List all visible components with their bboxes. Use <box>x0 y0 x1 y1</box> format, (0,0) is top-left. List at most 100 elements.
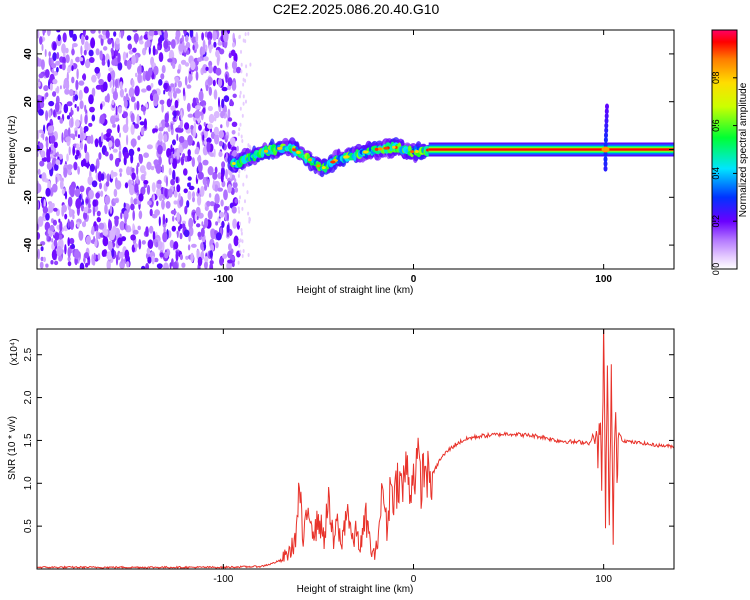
heatmap-noise-cell <box>99 182 102 190</box>
heatmap-noise-cell <box>220 199 224 207</box>
heatmap-noise-cell <box>210 244 215 252</box>
heatmap-noise-cell <box>118 31 121 38</box>
heatmap-noise-cell <box>239 94 241 99</box>
heatmap-noise-cell <box>175 88 181 94</box>
heatmap-noise-cell <box>159 252 164 258</box>
heatmap-noise-cell <box>124 216 127 224</box>
spectrogram-x-axis: -100 0 100 <box>213 30 612 285</box>
heatmap-noise-cell <box>244 199 246 204</box>
heatmap-noise-cell <box>59 234 63 240</box>
heatmap-noise-cell <box>45 110 49 121</box>
heatmap-noise-cell <box>87 175 94 186</box>
heatmap-noise-cell <box>122 260 125 267</box>
heatmap-noise-cell <box>157 179 162 185</box>
heatmap-noise-cell <box>172 86 176 93</box>
heatmap-noise-cell <box>95 84 102 90</box>
heatmap-noise-cell <box>100 103 103 110</box>
y-tick-label: -40 <box>23 237 34 252</box>
heatmap-noise-cell <box>124 182 129 189</box>
y-tick-label: 40 <box>23 48 34 60</box>
heatmap-noise-cell <box>146 85 152 91</box>
heatmap-noise-cell <box>195 206 201 217</box>
heatmap-noise-cell <box>78 230 82 239</box>
heatmap-noise-cell <box>141 240 146 245</box>
heatmap-noise-cell <box>67 218 70 229</box>
heatmap-spike-cell <box>604 132 608 139</box>
heatmap-noise-cell <box>115 37 120 45</box>
heatmap-noise-cell <box>183 188 188 194</box>
heatmap-noise-cell <box>218 140 223 147</box>
heatmap-noise-cell <box>187 155 190 162</box>
heatmap-noise-cell <box>51 62 57 69</box>
heatmap-noise-cell <box>200 100 207 107</box>
heatmap-noise-cell <box>177 80 182 88</box>
heatmap-noise-cell <box>38 109 44 116</box>
heatmap-noise-cell <box>242 82 245 87</box>
heatmap-noise-cell <box>223 95 230 103</box>
heatmap-noise-cell <box>126 35 132 41</box>
heatmap-noise-cell <box>93 235 96 243</box>
heatmap-noise-cell <box>240 49 242 54</box>
heatmap-noise-cell <box>242 38 245 43</box>
heatmap-noise-cell <box>49 187 54 197</box>
heatmap-noise-cell <box>37 94 41 100</box>
heatmap-noise-cell <box>48 100 55 107</box>
heatmap-noise-cell <box>164 112 169 124</box>
x-tick-label: 100 <box>595 574 612 585</box>
heatmap-noise-cell <box>197 195 202 206</box>
heatmap-noise-cell <box>53 109 56 118</box>
heatmap-noise-cell <box>200 185 205 197</box>
heatmap-noise-cell <box>49 224 55 233</box>
heatmap-noise-cell <box>227 117 233 122</box>
heatmap-noise-cell <box>91 74 97 83</box>
heatmap-noise-cell <box>56 66 59 73</box>
heatmap-noise-cell <box>235 66 242 74</box>
heatmap-noise-cell <box>226 261 232 269</box>
heatmap-noise-cell <box>37 81 41 87</box>
heatmap-noise-cell <box>57 115 61 120</box>
heatmap-noise-cell <box>138 210 143 220</box>
heatmap-noise-cell <box>238 243 241 248</box>
heatmap-noise-cell <box>195 71 199 81</box>
heatmap-noise-cell <box>120 30 124 39</box>
heatmap-noise-cell <box>242 94 245 99</box>
heatmap-noise-cell <box>134 243 138 249</box>
heatmap-noise-cell <box>52 219 58 226</box>
heatmap-noise-cell <box>69 237 75 245</box>
heatmap-noise-cell <box>103 46 108 51</box>
heatmap-noise-cell <box>146 161 152 170</box>
heatmap-noise-cell <box>55 176 58 185</box>
heatmap-noise-cell <box>84 114 88 125</box>
heatmap-noise-cell <box>164 187 168 198</box>
heatmap-noise-cell <box>195 31 199 43</box>
heatmap-noise-cell <box>69 89 74 97</box>
heatmap-noise-cell <box>63 103 69 114</box>
heatmap-noise-cell <box>206 141 211 153</box>
heatmap-noise-cell <box>40 246 44 252</box>
heatmap-noise-cell <box>239 122 242 127</box>
heatmap-noise-cell <box>156 200 159 207</box>
heatmap-noise-cell <box>48 51 51 57</box>
heatmap-noise-cell <box>202 107 206 114</box>
heatmap-noise-cell <box>120 212 123 220</box>
heatmap-noise-cell <box>56 30 61 33</box>
heatmap-noise-cell <box>137 73 142 84</box>
heatmap-noise-cell <box>190 125 194 130</box>
heatmap-noise-cell <box>136 114 140 125</box>
heatmap-noise-cell <box>157 45 161 51</box>
heatmap-noise-cell <box>84 41 90 52</box>
heatmap-noise-cell <box>76 106 80 112</box>
heatmap-noise-cell <box>83 86 89 94</box>
heatmap-noise-cell <box>158 52 164 63</box>
heatmap-noise-cell <box>100 173 105 181</box>
heatmap-noise-cell <box>45 139 49 149</box>
heatmap-noise-cell <box>179 118 183 129</box>
heatmap-noise-cell <box>130 112 135 123</box>
heatmap-noise-cell <box>44 178 49 183</box>
heatmap-noise-cell <box>119 88 124 98</box>
heatmap-noise-cell <box>119 132 121 138</box>
heatmap-noise-cell <box>105 132 111 138</box>
heatmap-noise-cell <box>52 183 58 193</box>
colorbar-label: Normalized spectral amplitude <box>738 82 749 217</box>
heatmap-noise-cell <box>200 227 205 237</box>
